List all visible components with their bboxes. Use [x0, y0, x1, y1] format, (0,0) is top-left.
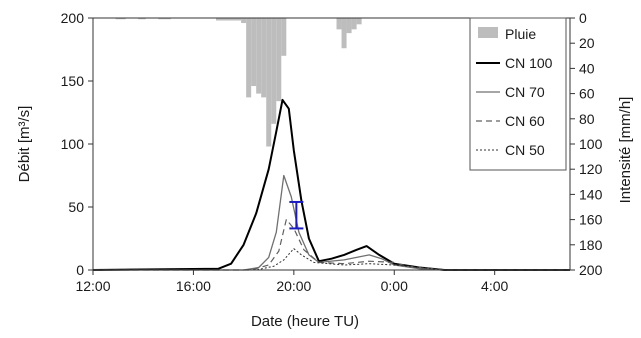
rain-bar-6	[251, 18, 257, 87]
rain-bar-7	[256, 18, 262, 94]
rain-bar-0	[115, 18, 126, 20]
x-tick-label: 20:00	[276, 278, 311, 294]
rain-bar-16	[351, 18, 357, 30]
legend-label-cn-70: CN 70	[505, 84, 545, 100]
x-axis-label: Date (heure TU)	[251, 313, 359, 330]
y-axis-left-label: Débit [m³/s]	[16, 106, 33, 183]
rain-bar-8	[261, 18, 267, 98]
y-right-tick-label: 40	[579, 60, 595, 76]
rain-bar-3	[216, 18, 242, 21]
series-line-cn-100	[92, 98, 570, 271]
legend: Pluie CN 100 CN 70 CN 60 CN 50	[469, 17, 567, 171]
y-left-tick-label: 150	[61, 73, 85, 89]
rain-bar-2	[158, 18, 171, 20]
y-right-tick-label: 100	[579, 136, 603, 152]
rain-bar-12	[281, 18, 287, 56]
y-right-tick-label: 200	[579, 262, 603, 278]
rain-bar-14	[341, 18, 347, 49]
legend-swatch-pluie	[478, 27, 498, 38]
series-lines	[92, 98, 570, 271]
y-right-tick-label: 160	[579, 212, 603, 228]
x-tick-label: 16:00	[176, 278, 211, 294]
legend-label-cn-100: CN 100	[505, 55, 553, 71]
legend-box	[469, 17, 567, 171]
y-axis-right-label: Intensité [mm/h]	[617, 97, 634, 204]
rain-bars	[115, 18, 362, 147]
rain-bar-9	[266, 18, 272, 147]
y-right-tick-label: 120	[579, 161, 603, 177]
rain-bar-13	[336, 18, 342, 30]
series-line-cn-50	[93, 248, 570, 271]
y-left-tick-label: 50	[68, 199, 84, 215]
y-left-tick-label: 100	[61, 136, 85, 152]
y-right-tick-label: 20	[579, 35, 595, 51]
y-right-tick-label: 0	[579, 10, 587, 26]
rain-bar-15	[346, 18, 352, 34]
legend-label-cn-50: CN 50	[505, 142, 545, 158]
y-right-tick-label: 80	[579, 111, 595, 127]
series-line-cn-60	[93, 219, 570, 271]
ticks: 12:00 16:00 20:00 0:00 4:00 0 50 100 150 200 0 20 40…	[61, 10, 603, 294]
error-bar	[289, 200, 304, 230]
series-line-cn-70	[93, 174, 570, 271]
legend-label-pluie: Pluie	[505, 26, 536, 42]
x-tick-label: 0:00	[381, 278, 408, 294]
x-tick-label: 4:00	[481, 278, 508, 294]
rain-bar-10	[271, 18, 277, 124]
y-left-tick-label: 200	[61, 10, 85, 26]
rain-bar-17	[356, 18, 362, 25]
legend-label-cn-60: CN 60	[505, 113, 545, 129]
y-left-tick-label: 0	[76, 262, 84, 278]
y-right-tick-label: 140	[579, 186, 603, 202]
rain-bar-4	[241, 18, 247, 24]
rain-bar-5	[246, 18, 252, 98]
rain-bar-11	[276, 18, 282, 102]
y-right-tick-label: 60	[579, 86, 595, 102]
rain-bar-1	[138, 18, 146, 20]
y-right-tick-label: 180	[579, 237, 603, 253]
x-tick-label: 12:00	[75, 278, 110, 294]
